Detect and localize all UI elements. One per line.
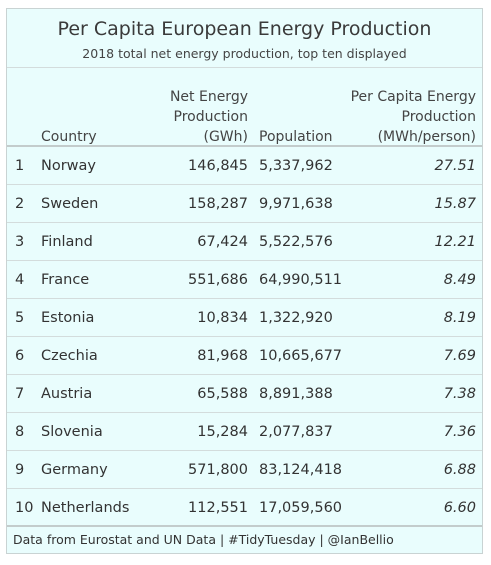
row-net-energy: 65,588 [197,375,248,413]
table-row: 2 Sweden 158,287 9,971,638 15.87 [7,185,482,223]
row-population: 10,665,677 [259,337,342,375]
row-country: Estonia [41,299,94,337]
table-row: 7 Austria 65,588 8,891,388 7.38 [7,375,482,413]
row-rank: 4 [15,261,24,299]
row-country: Netherlands [41,489,129,527]
row-per-capita: 7.69 [444,337,476,375]
row-rank: 5 [15,299,24,337]
header-per-capita-line-2: Production [351,107,476,127]
row-rank: 1 [15,147,24,185]
table-body: 1 Norway 146,845 5,337,962 27.51 2 Sweden 158,2… [7,147,482,527]
row-population: 2,077,837 [259,413,333,451]
row-per-capita: 27.51 [434,147,476,185]
table-row: 1 Norway 146,845 5,337,962 27.51 [7,147,482,185]
row-net-energy: 67,424 [197,223,248,261]
row-rank: 8 [15,413,24,451]
table-header: Country Net Energy Production (GWh) Popu… [7,75,482,147]
row-rank: 9 [15,451,24,489]
table-row: 3 Finland 67,424 5,522,576 12.21 [7,223,482,261]
row-rank: 3 [15,223,24,261]
row-rank: 2 [15,185,24,223]
row-rank: 6 [15,337,24,375]
row-country: Austria [41,375,92,413]
row-per-capita: 6.88 [444,451,476,489]
row-country: Norway [41,147,96,185]
header-per-capita-line-3: (MWh/person) [351,127,476,147]
row-net-energy: 81,968 [197,337,248,375]
row-population: 83,124,418 [259,451,342,489]
row-per-capita: 15.87 [434,185,476,223]
row-per-capita: 12.21 [434,223,476,261]
title-divider [7,67,482,68]
row-net-energy: 15,284 [197,413,248,451]
table-row: 10 Netherlands 112,551 17,059,560 6.60 [7,489,482,527]
table-row: 9 Germany 571,800 83,124,418 6.88 [7,451,482,489]
row-per-capita: 6.60 [444,489,476,527]
row-country: Germany [41,451,108,489]
table-subtitle: 2018 total net energy production, top te… [7,46,482,61]
row-per-capita: 7.38 [444,375,476,413]
row-net-energy: 571,800 [188,451,248,489]
row-population: 5,337,962 [259,147,333,185]
table-card: Per Capita European Energy Production 20… [6,8,483,554]
row-population: 8,891,388 [259,375,333,413]
header-net-energy-line-2: Production [170,107,248,127]
row-rank: 10 [15,489,33,527]
table-row: 8 Slovenia 15,284 2,077,837 7.36 [7,413,482,451]
row-population: 17,059,560 [259,489,342,527]
row-net-energy: 112,551 [188,489,248,527]
row-country: Slovenia [41,413,103,451]
source-note: Data from Eurostat and UN Data | #TidyTu… [13,532,394,547]
table-row: 6 Czechia 81,968 10,665,677 7.69 [7,337,482,375]
row-country: Finland [41,223,93,261]
row-population: 1,322,920 [259,299,333,337]
row-country: France [41,261,89,299]
row-net-energy: 146,845 [188,147,248,185]
row-population: 64,990,511 [259,261,342,299]
header-net-energy-line-3: (GWh) [170,127,248,147]
header-net-energy: Net Energy Production (GWh) [170,87,248,147]
footer-divider [7,525,482,527]
row-rank: 7 [15,375,24,413]
row-net-energy: 158,287 [188,185,248,223]
header-per-capita-line-1: Per Capita Energy [351,87,476,107]
row-per-capita: 7.36 [444,413,476,451]
row-population: 5,522,576 [259,223,333,261]
table-row: 4 France 551,686 64,990,511 8.49 [7,261,482,299]
row-net-energy: 10,834 [197,299,248,337]
table-row: 5 Estonia 10,834 1,322,920 8.19 [7,299,482,337]
row-net-energy: 551,686 [188,261,248,299]
header-population: Population [259,127,333,147]
row-country: Sweden [41,185,98,223]
row-country: Czechia [41,337,98,375]
row-per-capita: 8.19 [444,299,476,337]
row-per-capita: 8.49 [444,261,476,299]
header-country: Country [41,127,97,147]
header-per-capita: Per Capita Energy Production (MWh/person… [351,87,476,147]
header-net-energy-line-1: Net Energy [170,87,248,107]
table-title: Per Capita European Energy Production [7,18,482,40]
row-population: 9,971,638 [259,185,333,223]
